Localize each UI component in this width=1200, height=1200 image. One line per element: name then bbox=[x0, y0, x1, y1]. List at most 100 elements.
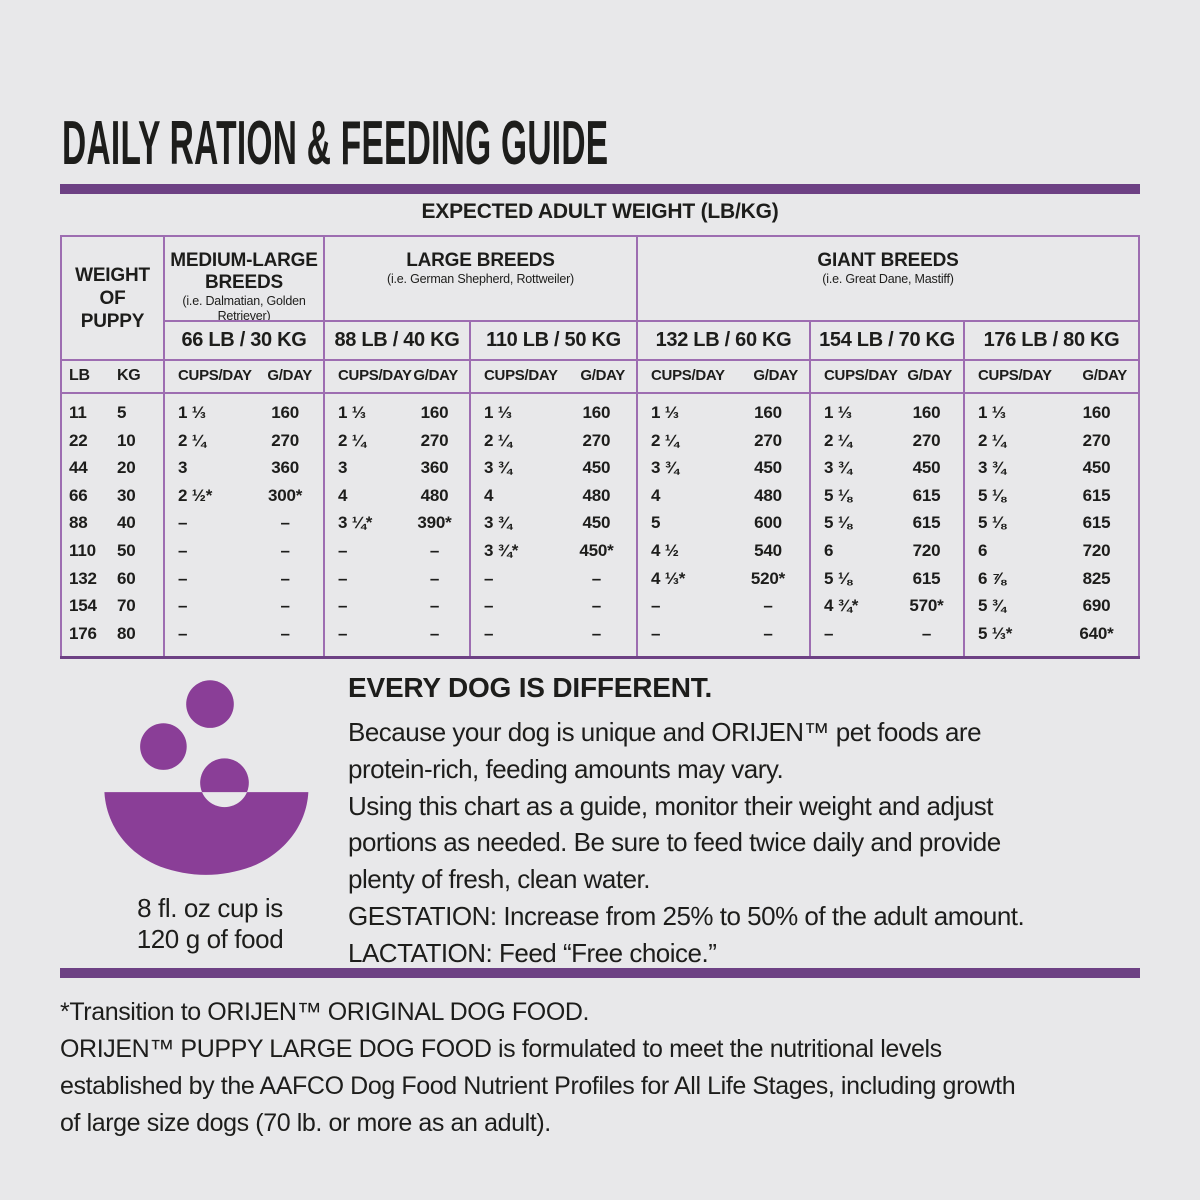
cups-per-day-value: 2 ½* bbox=[178, 485, 213, 505]
puppy-weight-lb-value: 66 bbox=[69, 485, 88, 505]
ration-row: – – bbox=[325, 592, 469, 620]
bowl-shape bbox=[104, 792, 309, 875]
ration-row: 6 720 bbox=[965, 537, 1138, 565]
ration-row: – – bbox=[471, 620, 636, 648]
grams-per-day-value: 360 bbox=[420, 458, 449, 478]
grams-per-day-value: 720 bbox=[912, 540, 941, 560]
cups-per-day-value: 3 ¾ bbox=[484, 458, 512, 478]
puppy-weight-lb-value: 11 bbox=[69, 403, 87, 422]
ration-row: 4 ½ 540 bbox=[638, 537, 809, 565]
ration-row: 3 ¼* 390* bbox=[325, 509, 469, 537]
ration-row: 6 ⅞ 825 bbox=[965, 565, 1138, 593]
unit-labels-col-0: CUPS/DAY G/DAY bbox=[165, 359, 325, 392]
cups-day-label: CUPS/DAY bbox=[651, 367, 725, 384]
breed-group-name: GIANT BREEDS bbox=[817, 250, 959, 271]
feeding-table: WEIGHT OF PUPPY MEDIUM-LARGE BREEDS (i.e… bbox=[60, 235, 1140, 656]
grams-per-day-value: – bbox=[429, 540, 440, 560]
breed-group-name: LARGE BREEDS bbox=[406, 250, 555, 271]
unit-labels-col-3: CUPS/DAY G/DAY bbox=[638, 359, 811, 392]
ration-row: – – bbox=[165, 592, 323, 620]
adult-weight-header-176lb: 176 LB / 80 KG bbox=[965, 320, 1138, 359]
cups-per-day-value: 2 ¼ bbox=[338, 430, 366, 450]
ration-row: 2 ½* 300* bbox=[165, 482, 323, 510]
cups-per-day-value: 6 bbox=[978, 540, 988, 560]
ration-row: 3 ¾ 450 bbox=[811, 454, 963, 482]
cups-per-day-value: 3 ¼* bbox=[338, 513, 373, 533]
grams-per-day-value: – bbox=[591, 568, 602, 588]
cups-per-day-value: – bbox=[651, 623, 661, 643]
ration-row: – – bbox=[325, 565, 469, 593]
puppy-weight-kg-value: 5 bbox=[117, 403, 127, 422]
ration-row: 5 ⅛ 615 bbox=[811, 565, 963, 593]
adult-weight-header-154lb: 154 LB / 70 KG bbox=[811, 320, 965, 359]
unit-labels-col-2: CUPS/DAY G/DAY bbox=[471, 359, 638, 392]
ration-row: – – bbox=[325, 620, 469, 648]
cups-per-day-value: – bbox=[824, 623, 834, 643]
cups-per-day-value: 5 bbox=[651, 513, 661, 533]
adult-weight-header-66lb: 66 LB / 30 KG bbox=[165, 320, 325, 359]
grams-per-day-value: 450 bbox=[912, 458, 941, 478]
cups-per-day-value: 5 ⅓* bbox=[978, 623, 1013, 643]
g-day-label: G/DAY bbox=[580, 367, 625, 384]
grams-per-day-value: – bbox=[280, 623, 290, 643]
grams-per-day-value: 570* bbox=[909, 596, 944, 616]
grams-per-day-value: 160 bbox=[754, 403, 782, 422]
ration-column-176lb: 1 ⅓ 160 2 ¼ 270 3 ¾ 450 5 ⅛ 615 5 ⅛ 615 6 720 6 ⅞ 825… bbox=[965, 392, 1138, 656]
puppy-weight-kg-value: 30 bbox=[117, 485, 136, 505]
grams-per-day-value: – bbox=[763, 596, 773, 616]
cups-per-day-value: – bbox=[178, 596, 188, 616]
grams-per-day-value: 450 bbox=[754, 458, 782, 478]
grams-per-day-value: 615 bbox=[912, 513, 941, 533]
puppy-weight-lb-value: 154 bbox=[69, 596, 97, 616]
ration-row: – – bbox=[165, 565, 323, 593]
top-divider-bar bbox=[60, 184, 1140, 194]
cups-per-day-value: 5 ⅛ bbox=[824, 513, 852, 533]
breed-group-examples: (i.e. Dalmatian, Golden Retriever) bbox=[182, 294, 306, 320]
grams-per-day-value: 160 bbox=[582, 403, 611, 422]
grams-per-day-value: 160 bbox=[271, 403, 299, 422]
puppy-weight-kg-value: 20 bbox=[117, 458, 136, 478]
grams-per-day-value: 615 bbox=[912, 485, 941, 505]
grams-per-day-value: 615 bbox=[1082, 485, 1111, 505]
grams-per-day-value: – bbox=[763, 623, 773, 643]
table-banner: EXPECTED ADULT WEIGHT (LB/KG) bbox=[421, 200, 779, 223]
ration-row: 5 ⅛ 615 bbox=[811, 509, 963, 537]
g-day-label: G/DAY bbox=[907, 367, 952, 384]
cups-per-day-value: – bbox=[651, 596, 661, 616]
ration-row: 4 480 bbox=[471, 482, 636, 510]
grams-per-day-value: – bbox=[280, 568, 290, 588]
table-bottom-rule bbox=[60, 656, 1140, 659]
cups-per-day-value: 5 ⅛ bbox=[824, 485, 852, 505]
ration-column-132lb: 1 ⅓ 160 2 ¼ 270 3 ¾ 450 4 480 5 600 4 ½ 540 4 ⅓* 520*… bbox=[638, 392, 811, 656]
cups-per-day-value: 1 ⅓ bbox=[824, 403, 852, 422]
breed-group-large: LARGE BREEDS (i.e. German Shepherd, Rott… bbox=[325, 237, 638, 320]
grams-per-day-value: 480 bbox=[420, 485, 449, 505]
ration-row: 2 ¼ 270 bbox=[165, 427, 323, 455]
ration-row: 5 600 bbox=[638, 509, 809, 537]
ration-row: 3 ¾ 450 bbox=[471, 454, 636, 482]
cups-per-day-value: 2 ¼ bbox=[484, 430, 512, 450]
grams-per-day-value: 160 bbox=[420, 403, 449, 422]
ration-row: 6 720 bbox=[811, 537, 963, 565]
puppy-weight-kg-value: 10 bbox=[117, 430, 136, 450]
ration-row: 2 ¼ 270 bbox=[965, 427, 1138, 455]
grams-per-day-value: 520* bbox=[750, 568, 786, 588]
puppy-weight-kg-value: 70 bbox=[117, 596, 136, 616]
ration-row: – – bbox=[471, 565, 636, 593]
grams-per-day-value: 640* bbox=[1079, 623, 1114, 643]
grams-per-day-value: 825 bbox=[1082, 568, 1111, 588]
grams-per-day-value: 160 bbox=[1082, 403, 1111, 422]
cups-per-day-value: 5 ⅛ bbox=[978, 513, 1006, 533]
grams-per-day-value: 270 bbox=[912, 430, 941, 450]
grams-per-day-value: 450 bbox=[1082, 458, 1111, 478]
cups-per-day-value: 4 ½ bbox=[651, 540, 679, 560]
ration-row: – – bbox=[811, 620, 963, 648]
cups-per-day-value: 3 ¾ bbox=[978, 458, 1006, 478]
cups-day-label: CUPS/DAY bbox=[178, 367, 252, 384]
cups-per-day-value: 1 ⅓ bbox=[651, 403, 679, 422]
grams-per-day-value: – bbox=[280, 513, 290, 533]
kg-column-label: KG bbox=[110, 359, 165, 392]
footnote-text: *Transition to ORIJEN™ ORIGINAL DOG FOOD… bbox=[60, 998, 1016, 1137]
ration-row: 4 ¾* 570* bbox=[811, 592, 963, 620]
